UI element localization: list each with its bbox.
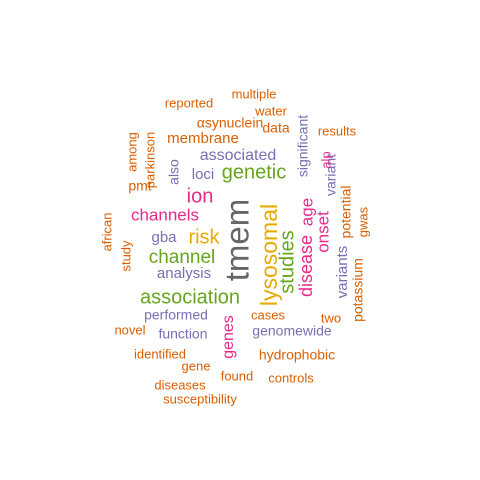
- word-genetic: genetic: [222, 161, 287, 183]
- word-membrane: membrane: [167, 130, 239, 147]
- word-controls: controls: [268, 370, 314, 385]
- word-disease: disease: [296, 235, 316, 297]
- word-lysosomal: lysosomal: [256, 204, 282, 306]
- word-study: study: [118, 240, 133, 272]
- word-analysis: analysis: [157, 265, 211, 282]
- word-parkinson: parkinson: [142, 132, 157, 188]
- word-results: results: [318, 123, 357, 138]
- word-found: found: [221, 368, 254, 383]
- word-among: among: [124, 132, 139, 172]
- word-gwas: gwas: [355, 206, 370, 237]
- word-ion: ion: [187, 185, 214, 207]
- word--synuclein: αsynuclein: [197, 115, 263, 131]
- word-tmem: tmem: [219, 199, 256, 282]
- word-associated: associated: [200, 147, 277, 164]
- word-studies: studies: [276, 230, 298, 293]
- word-data: data: [262, 120, 289, 136]
- word-channel: channel: [149, 247, 216, 268]
- word-risk: risk: [188, 226, 220, 248]
- word-two: two: [321, 310, 341, 325]
- word-reported: reported: [165, 95, 213, 110]
- word-onset: onset: [313, 211, 332, 253]
- word-genomewide: genomewide: [252, 323, 332, 339]
- word-water: water: [254, 103, 287, 118]
- word-multiple: multiple: [232, 86, 277, 101]
- word-variant: variant: [323, 154, 339, 196]
- word-african: african: [99, 212, 114, 251]
- word-performed: performed: [144, 307, 208, 323]
- word-significant: significant: [295, 115, 311, 177]
- word-susceptibility: susceptibility: [163, 391, 237, 406]
- word-channels: channels: [131, 205, 199, 224]
- words-layer: tmem lysosomalstudiesdiseaseageonsetvaria…: [99, 86, 370, 406]
- word-hydrophobic: hydrophobic: [259, 347, 335, 363]
- word-pmt: pmt: [128, 178, 151, 194]
- word-also: also: [166, 159, 182, 185]
- word-genes: genes: [220, 315, 237, 359]
- word-alp: alp: [318, 151, 333, 168]
- word-loci: loci: [192, 166, 215, 183]
- word-potassium: potassium: [350, 258, 366, 322]
- word-gene: gene: [182, 358, 211, 373]
- word-cases: cases: [251, 307, 285, 322]
- word-age: age: [297, 198, 316, 226]
- word-association: association: [140, 286, 240, 308]
- word-identified: identified: [134, 346, 186, 361]
- word-variants: variants: [334, 246, 351, 299]
- word-novel: novel: [114, 322, 145, 337]
- word-potential: potential: [338, 186, 354, 239]
- word-function: function: [158, 326, 207, 342]
- word-gba: gba: [151, 229, 177, 246]
- word-diseases: diseases: [154, 377, 206, 392]
